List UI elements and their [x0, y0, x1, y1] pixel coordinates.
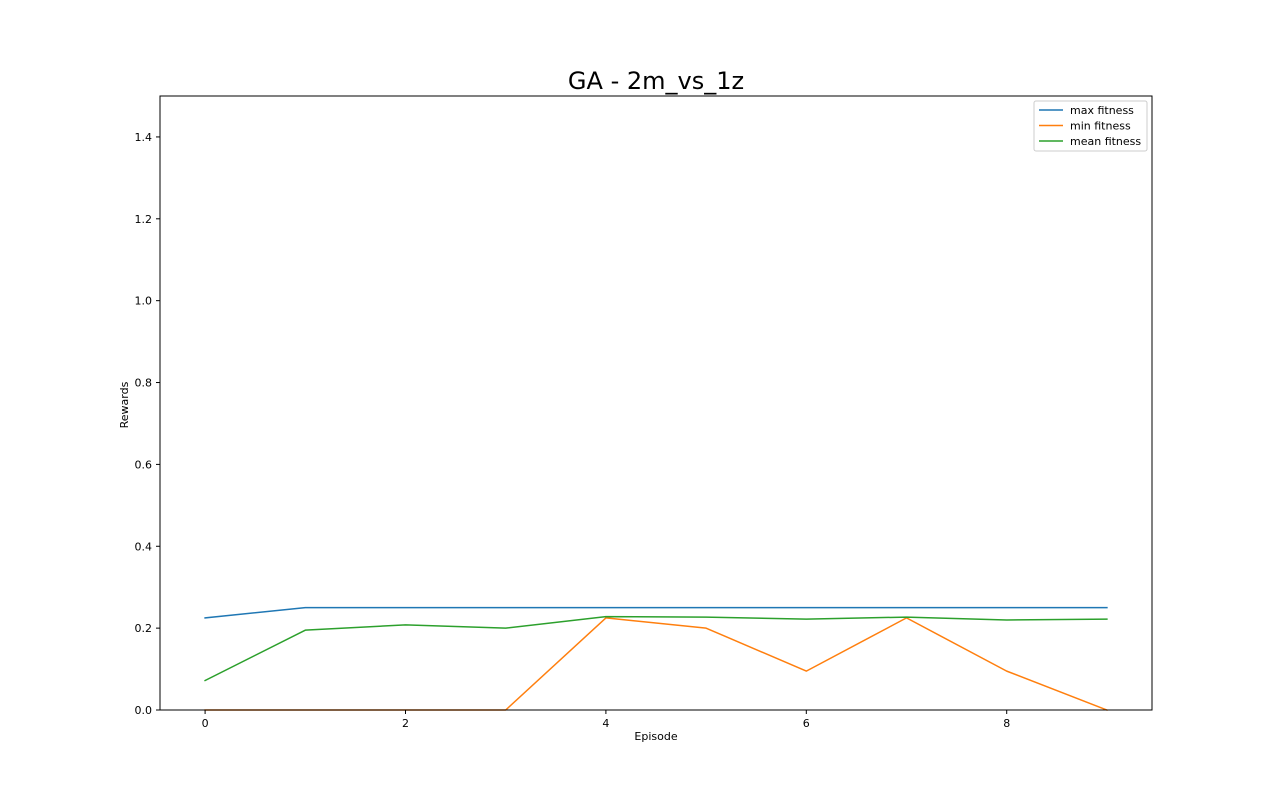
x-tick-label: 2 — [402, 717, 409, 730]
x-tick-label: 8 — [1003, 717, 1010, 730]
legend-label: max fitness — [1070, 104, 1134, 117]
legend-box — [1033, 100, 1148, 152]
legend-label: mean fitness — [1070, 135, 1141, 148]
x-axis: 0 2 4 6 8 — [202, 710, 1010, 730]
y-axis-label: Rewards — [118, 381, 131, 428]
plot-area — [159, 95, 1153, 711]
y-axis: 0.0 0.2 0.4 0.6 0.8 1.0 1.2 1.4 — [135, 131, 160, 717]
y-tick-label: 0.4 — [135, 540, 153, 553]
chart-title: GA - 2m_vs_1z — [568, 67, 744, 95]
y-tick-label: 0.6 — [135, 458, 153, 471]
y-tick-label: 0.2 — [135, 622, 153, 635]
y-tick-label: 1.0 — [135, 295, 153, 308]
x-axis-label: Episode — [634, 730, 677, 743]
y-tick-label: 0.0 — [135, 704, 153, 717]
x-tick-label: 6 — [803, 717, 810, 730]
y-tick-label: 1.4 — [135, 131, 153, 144]
legend: max fitness min fitness mean fitness — [1033, 100, 1148, 152]
y-tick-label: 0.8 — [135, 377, 153, 390]
legend-label: min fitness — [1070, 120, 1131, 133]
y-tick-label: 1.2 — [135, 213, 153, 226]
x-tick-label: 4 — [602, 717, 609, 730]
series-line-mean-fitness — [204, 615, 1108, 682]
x-tick-label: 0 — [202, 717, 209, 730]
plot-background — [160, 96, 1152, 710]
series-line-max-fitness — [204, 606, 1108, 619]
plot-frame — [159, 95, 1153, 711]
